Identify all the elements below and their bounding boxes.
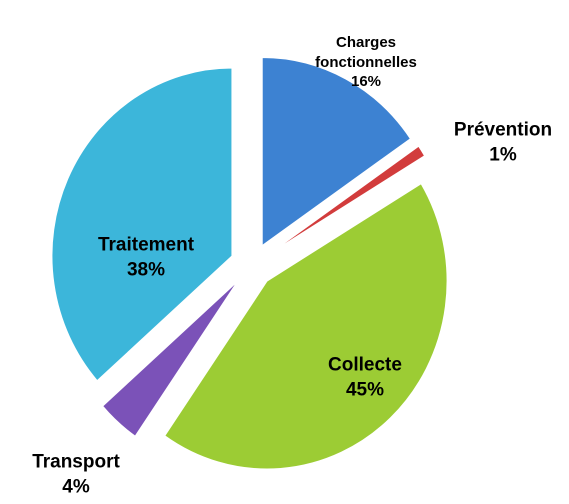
slice-label: Transport 4%	[32, 450, 120, 499]
pie-slice	[164, 183, 448, 470]
value-label: 1%	[489, 144, 517, 165]
pie-slice	[51, 67, 233, 382]
category-name: Charges fonctionnelles	[315, 33, 417, 71]
value-label: 4%	[62, 476, 90, 497]
slice-label: Charges fonctionnelles 16%	[301, 33, 431, 92]
slice-label: Collecte 45%	[328, 353, 402, 402]
pie-slice	[261, 57, 412, 247]
pie-slice	[101, 281, 238, 437]
value-label: 16%	[350, 72, 382, 90]
slice-label: Prévention 1%	[454, 118, 552, 167]
pie-slice	[270, 145, 426, 254]
value-label: 38%	[126, 259, 166, 280]
value-label: 45%	[345, 379, 385, 400]
category-name: Traitement	[97, 234, 195, 256]
slice-label: Traitement 38%	[98, 233, 194, 282]
category-name: Prévention	[453, 119, 553, 141]
category-name: Transport	[32, 451, 120, 473]
category-name: Collecte	[328, 354, 402, 376]
